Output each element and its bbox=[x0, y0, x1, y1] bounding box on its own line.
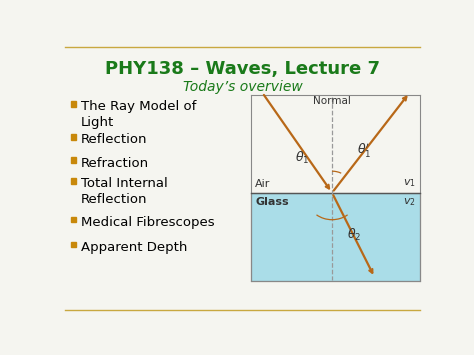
Text: $\theta_1'$: $\theta_1'$ bbox=[357, 141, 372, 159]
Bar bbox=[71, 157, 76, 163]
Text: PHY138 – Waves, Lecture 7: PHY138 – Waves, Lecture 7 bbox=[105, 60, 381, 77]
Text: Reflection: Reflection bbox=[81, 133, 147, 147]
Text: Medical Fibrescopes: Medical Fibrescopes bbox=[81, 216, 215, 229]
Text: Today’s overview: Today’s overview bbox=[183, 80, 303, 94]
Text: $\theta_1$: $\theta_1$ bbox=[295, 150, 310, 166]
Bar bbox=[71, 134, 76, 140]
Text: Air: Air bbox=[255, 179, 271, 189]
Text: Total Internal
Reflection: Total Internal Reflection bbox=[81, 178, 168, 206]
Text: Refraction: Refraction bbox=[81, 157, 149, 170]
Text: The Ray Model of
Light: The Ray Model of Light bbox=[81, 100, 196, 129]
Bar bbox=[251, 193, 419, 281]
Bar bbox=[71, 242, 76, 247]
Text: Apparent Depth: Apparent Depth bbox=[81, 241, 187, 254]
Text: Normal: Normal bbox=[313, 97, 351, 106]
Text: Glass: Glass bbox=[255, 197, 289, 207]
Text: $v_2$: $v_2$ bbox=[403, 197, 416, 208]
Text: $v_1$: $v_1$ bbox=[403, 177, 416, 189]
Text: $\theta_2$: $\theta_2$ bbox=[346, 227, 361, 243]
Bar bbox=[71, 217, 76, 222]
Bar bbox=[71, 101, 76, 106]
Bar bbox=[71, 178, 76, 184]
